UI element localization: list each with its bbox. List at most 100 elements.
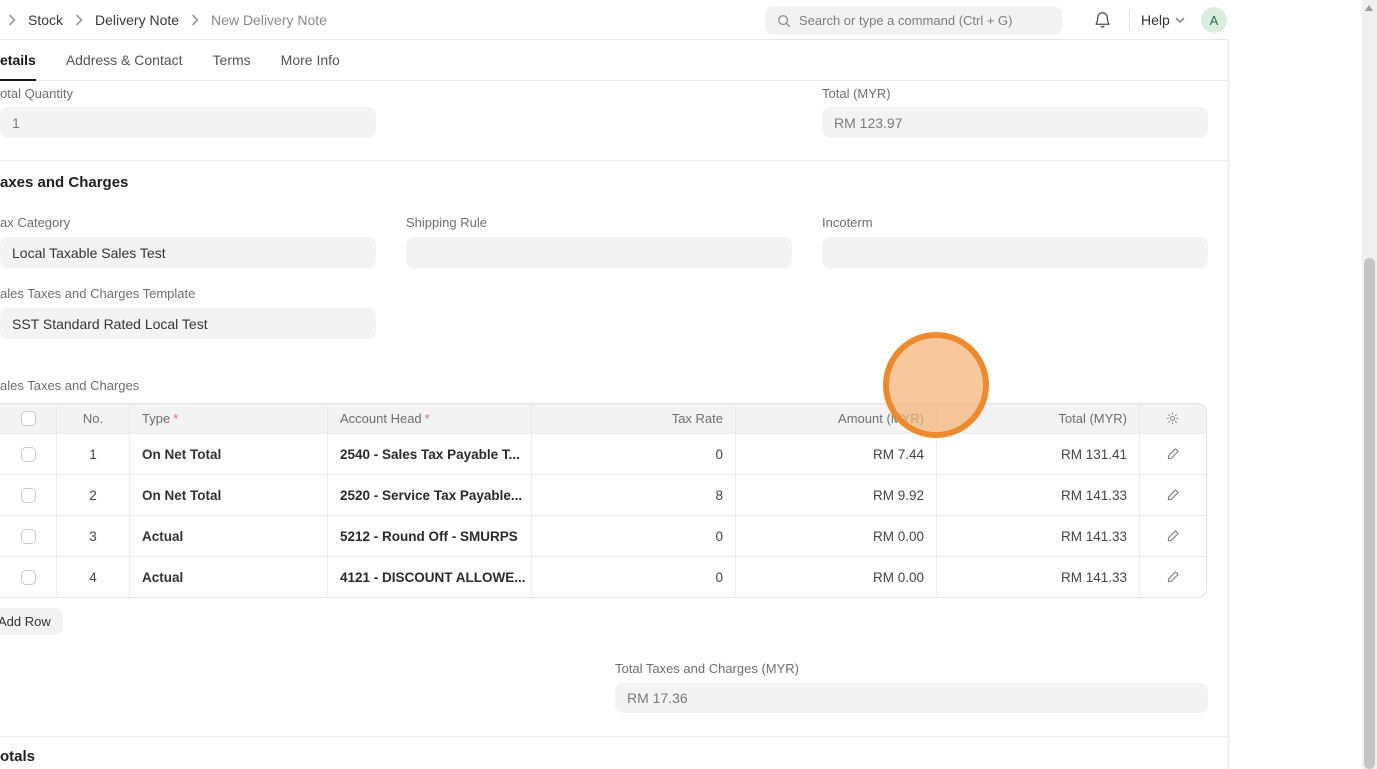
incoterm-field[interactable] <box>822 237 1208 268</box>
taxes-template-label: ales Taxes and Charges Template <box>0 286 196 301</box>
taxes-section-heading: axes and Charges <box>0 174 129 191</box>
total-quantity-label: otal Quantity <box>0 86 73 101</box>
total-myr-field[interactable]: RM 123.97 <box>822 107 1208 138</box>
cell-tax-rate[interactable]: 0 <box>532 516 736 556</box>
tax-category-field[interactable]: Local Taxable Sales Test <box>0 237 376 268</box>
taxes-template-field[interactable]: SST Standard Rated Local Test <box>0 308 376 339</box>
cell-account-head[interactable]: 2520 - Service Tax Payable... <box>328 475 532 515</box>
totals-section-heading: otals <box>0 748 36 765</box>
user-avatar[interactable]: A <box>1201 7 1227 33</box>
col-account-head: Account Head * <box>328 404 532 433</box>
row-checkbox[interactable] <box>20 487 36 503</box>
breadcrumb-stock[interactable]: Stock <box>28 12 64 28</box>
breadcrumb: Stock Delivery Note New Delivery Note <box>8 0 327 40</box>
navbar-divider <box>1129 10 1130 30</box>
section-divider <box>0 736 1228 737</box>
cell-no: 4 <box>57 557 130 597</box>
avatar-initial: A <box>1209 12 1219 28</box>
shipping-rule-label: Shipping Rule <box>406 215 487 230</box>
tab-terms[interactable]: Terms <box>212 52 251 68</box>
add-row-button[interactable]: Add Row <box>0 608 63 635</box>
vertical-scrollbar[interactable] <box>1362 0 1377 769</box>
pencil-icon <box>1166 570 1180 584</box>
cell-type[interactable]: Actual <box>130 557 328 597</box>
taxes-table: No. Type * Account Head * Tax Rate Amount … <box>0 403 1207 598</box>
col-no: No. <box>57 404 130 433</box>
breadcrumb-delivery-note[interactable]: Delivery Note <box>95 12 180 28</box>
shipping-rule-field[interactable] <box>406 237 792 268</box>
scroll-up-arrow-icon[interactable] <box>1365 5 1373 11</box>
cell-no: 3 <box>57 516 130 556</box>
tax-category-label: ax Category <box>0 215 71 230</box>
cell-type[interactable]: Actual <box>130 516 328 556</box>
search-icon <box>777 14 791 28</box>
taxes-table-label: ales Taxes and Charges <box>0 378 140 393</box>
col-type: Type * <box>130 404 328 433</box>
cell-type[interactable]: On Net Total <box>130 475 328 515</box>
tab-more-info[interactable]: More Info <box>280 52 340 68</box>
chevron-down-icon <box>1175 17 1185 24</box>
cell-total: RM 141.33 <box>937 516 1140 556</box>
edit-row-button[interactable] <box>1166 447 1180 461</box>
edit-row-button[interactable] <box>1166 570 1180 584</box>
cell-account-head[interactable]: 4121 - DISCOUNT ALLOWE... <box>328 557 532 597</box>
edit-row-button[interactable] <box>1166 488 1180 502</box>
notifications-bell-button[interactable] <box>1092 10 1112 30</box>
row-checkbox[interactable] <box>20 528 36 544</box>
edit-row-button[interactable] <box>1166 529 1180 543</box>
required-marker: * <box>424 411 430 426</box>
section-divider <box>0 160 1228 161</box>
pencil-icon <box>1166 447 1180 461</box>
cell-tax-rate[interactable]: 0 <box>532 557 736 597</box>
table-row[interactable]: 4 Actual 4121 - DISCOUNT ALLOWE... 0 RM … <box>0 556 1206 597</box>
pencil-icon <box>1166 488 1180 502</box>
top-navbar: Stock Delivery Note New Delivery Note Se… <box>0 0 1228 40</box>
content-right-border <box>1228 40 1229 769</box>
cell-no: 2 <box>57 475 130 515</box>
cell-tax-rate[interactable]: 0 <box>532 434 736 474</box>
global-search-input[interactable]: Search or type a command (Ctrl + G) <box>765 6 1062 35</box>
col-total: Total (MYR) <box>937 404 1140 433</box>
cell-total: RM 131.41 <box>937 434 1140 474</box>
scrollbar-thumb[interactable] <box>1364 258 1375 769</box>
gear-icon <box>1165 411 1180 426</box>
table-row[interactable]: 2 On Net Total 2520 - Service Tax Payabl… <box>0 474 1206 515</box>
tab-address-contact[interactable]: Address & Contact <box>65 52 183 68</box>
cell-total: RM 141.33 <box>937 475 1140 515</box>
taxes-table-header: No. Type * Account Head * Tax Rate Amount … <box>0 404 1206 433</box>
pencil-icon <box>1166 529 1180 543</box>
total-taxes-label: Total Taxes and Charges (MYR) <box>615 661 800 676</box>
cell-account-head[interactable]: 2540 - Sales Tax Payable T... <box>328 434 532 474</box>
chevron-right-icon <box>191 14 199 26</box>
total-taxes-field[interactable]: RM 17.36 <box>615 683 1208 713</box>
select-all-checkbox[interactable] <box>20 411 36 426</box>
table-settings-button[interactable] <box>1165 411 1180 426</box>
form-tabbar: etails Address & Contact Terms More Info <box>0 40 1228 81</box>
table-row[interactable]: 1 On Net Total 2540 - Sales Tax Payable … <box>0 433 1206 474</box>
help-label: Help <box>1141 12 1170 28</box>
row-checkbox[interactable] <box>20 569 36 585</box>
row-checkbox[interactable] <box>20 446 36 462</box>
col-amount: Amount (MYR) <box>736 404 937 433</box>
help-menu-button[interactable]: Help <box>1141 8 1185 32</box>
tab-details[interactable]: etails <box>0 40 36 81</box>
breadcrumb-current: New Delivery Note <box>211 12 327 28</box>
cell-type[interactable]: On Net Total <box>130 434 328 474</box>
cell-amount[interactable]: RM 0.00 <box>736 516 937 556</box>
total-myr-label: Total (MYR) <box>822 86 891 101</box>
cell-amount[interactable]: RM 9.92 <box>736 475 937 515</box>
table-row[interactable]: 3 Actual 5212 - Round Off - SMURPS 0 RM … <box>0 515 1206 556</box>
chevron-right-icon <box>75 14 83 26</box>
bell-icon <box>1093 10 1112 29</box>
cell-amount[interactable]: RM 0.00 <box>736 557 937 597</box>
cell-tax-rate[interactable]: 8 <box>532 475 736 515</box>
cell-account-head[interactable]: 5212 - Round Off - SMURPS <box>328 516 532 556</box>
cell-total: RM 141.33 <box>937 557 1140 597</box>
chevron-right-icon <box>8 14 16 26</box>
search-placeholder: Search or type a command (Ctrl + G) <box>799 13 1013 28</box>
total-quantity-field[interactable]: 1 <box>0 107 376 138</box>
required-marker: * <box>173 411 179 426</box>
cell-amount[interactable]: RM 7.44 <box>736 434 937 474</box>
cell-no: 1 <box>57 434 130 474</box>
